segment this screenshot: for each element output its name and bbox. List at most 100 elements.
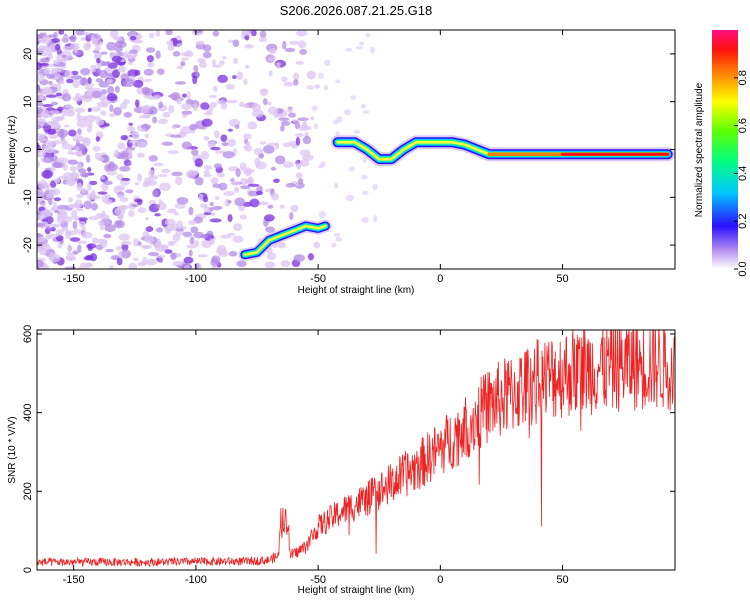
speckle bbox=[297, 117, 309, 122]
speckle bbox=[55, 92, 63, 97]
speckle bbox=[68, 197, 73, 203]
speckle bbox=[95, 119, 105, 126]
speckle bbox=[298, 40, 307, 49]
speckle bbox=[138, 115, 150, 119]
speckle bbox=[107, 72, 114, 77]
snr-y-tick-label-200: 200 bbox=[22, 482, 34, 500]
speckle bbox=[100, 239, 108, 248]
speckle bbox=[64, 69, 73, 79]
speckle bbox=[232, 235, 244, 243]
speckle bbox=[79, 221, 86, 228]
speckle bbox=[333, 232, 341, 237]
speckle bbox=[299, 149, 311, 156]
speckle bbox=[122, 78, 135, 88]
speckle bbox=[233, 186, 240, 194]
speckle bbox=[202, 196, 209, 203]
speckle bbox=[145, 47, 156, 53]
speckle bbox=[209, 202, 214, 206]
speckle bbox=[152, 189, 159, 198]
speckle bbox=[37, 45, 49, 52]
speckle bbox=[137, 261, 146, 267]
snr-plot-area bbox=[37, 330, 675, 570]
speckle bbox=[209, 101, 217, 109]
speckle bbox=[172, 233, 181, 242]
speckle bbox=[181, 103, 192, 110]
speckle bbox=[210, 177, 219, 185]
speckle bbox=[239, 162, 247, 171]
speckle bbox=[259, 88, 268, 93]
speckle bbox=[157, 244, 168, 249]
speckle bbox=[61, 35, 70, 44]
speckle bbox=[334, 182, 339, 189]
speckle bbox=[284, 47, 296, 53]
speckle bbox=[279, 204, 285, 209]
speckle bbox=[65, 230, 72, 240]
speckle bbox=[86, 243, 97, 249]
speckle bbox=[176, 97, 182, 105]
speckle bbox=[128, 122, 133, 126]
speckle bbox=[186, 244, 198, 249]
speckle bbox=[302, 120, 308, 130]
spectrogram-y-tick-label--10: -10 bbox=[22, 189, 34, 205]
speckle bbox=[37, 102, 44, 107]
speckle bbox=[165, 30, 173, 36]
speckle bbox=[141, 86, 150, 95]
speckle bbox=[128, 262, 138, 269]
speckle bbox=[249, 198, 260, 208]
speckle bbox=[193, 64, 199, 72]
speckle bbox=[295, 60, 304, 65]
speckle bbox=[164, 249, 173, 254]
speckle bbox=[203, 205, 210, 214]
speckle bbox=[166, 40, 175, 46]
speckle bbox=[335, 79, 341, 84]
speckle bbox=[254, 157, 261, 167]
speckle bbox=[116, 257, 123, 266]
speckle bbox=[288, 112, 296, 118]
speckle bbox=[115, 220, 123, 227]
speckle bbox=[77, 115, 88, 121]
speckle bbox=[127, 161, 132, 166]
snr-x-ticks: -150 -100 -50 0 50 bbox=[63, 330, 569, 586]
speckle bbox=[77, 244, 82, 253]
speckle bbox=[131, 131, 140, 140]
speckle bbox=[286, 108, 293, 114]
speckle bbox=[313, 241, 321, 249]
speckle bbox=[62, 46, 72, 51]
speckle bbox=[212, 30, 220, 37]
speckle bbox=[216, 172, 225, 178]
speckle bbox=[213, 163, 223, 169]
speckle bbox=[82, 31, 90, 36]
speckle bbox=[99, 226, 105, 231]
speckle bbox=[64, 110, 76, 117]
speckle bbox=[48, 80, 53, 85]
speckle bbox=[76, 208, 84, 212]
speckle bbox=[63, 124, 70, 128]
speckle bbox=[335, 236, 342, 242]
colorbar-label: Normalized spectral amplitude bbox=[694, 82, 705, 217]
speckle bbox=[262, 98, 268, 106]
speckle bbox=[239, 214, 247, 220]
speckle bbox=[137, 241, 142, 246]
speckle bbox=[145, 258, 157, 266]
speckle bbox=[58, 30, 65, 35]
speckle bbox=[221, 142, 229, 147]
speckle bbox=[243, 133, 252, 140]
speckle bbox=[199, 193, 204, 202]
speckle bbox=[244, 145, 253, 152]
speckle bbox=[282, 142, 292, 148]
speckle bbox=[94, 152, 103, 160]
snr-x-tick-label-0: 0 bbox=[437, 574, 443, 586]
speckle bbox=[104, 123, 110, 127]
speckle bbox=[331, 242, 337, 248]
speckle bbox=[120, 240, 132, 246]
speckle bbox=[247, 121, 258, 130]
snr-x-tick-label--100: -100 bbox=[185, 574, 207, 586]
speckle bbox=[210, 146, 221, 151]
speckle bbox=[128, 152, 133, 160]
speckle bbox=[37, 223, 46, 227]
speckle bbox=[216, 100, 226, 105]
speckle bbox=[234, 124, 240, 130]
speckle bbox=[76, 240, 88, 245]
speckle bbox=[47, 53, 53, 60]
speckle bbox=[314, 84, 321, 89]
